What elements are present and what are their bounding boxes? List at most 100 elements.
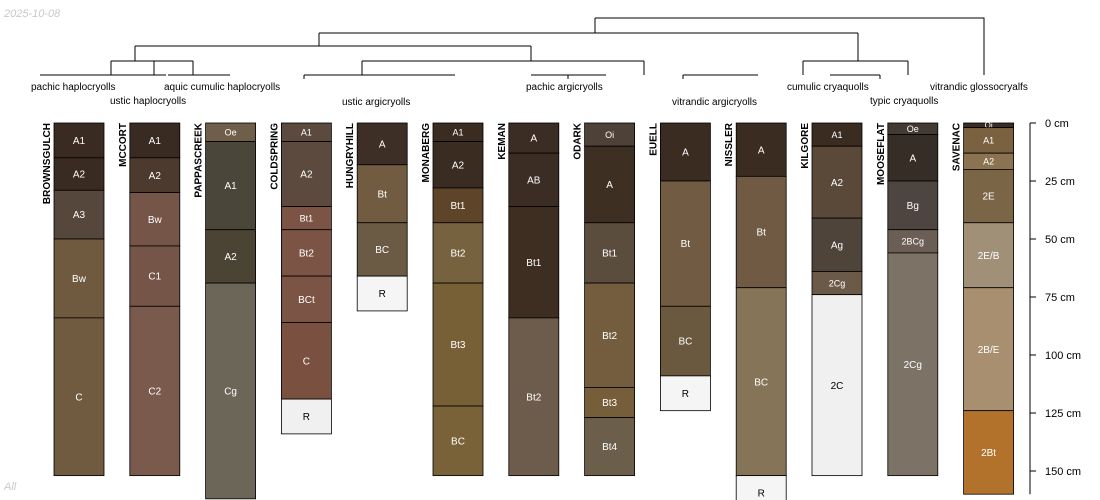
horizon-label: Bt1 (526, 258, 541, 269)
dendro-root (594, 17, 985, 75)
horizon-label: Oi (985, 121, 993, 130)
profile-name: PAPPASCREEK (194, 122, 205, 197)
horizon-a2 (280, 141, 332, 207)
horizon-bt2 (508, 317, 560, 477)
taxon-vitrandic-argicryolls: vitrandic argicryolls (672, 97, 757, 108)
dendro-level-2 (134, 45, 532, 61)
horizon-label: Oe (225, 128, 237, 138)
horizon-bc (356, 222, 408, 277)
horizon-label: Bt2 (299, 249, 314, 260)
horizon-bt1 (508, 206, 560, 319)
horizon-label: Bt1 (300, 213, 314, 223)
horizon-label: BC (678, 337, 692, 348)
horizon-2c (811, 294, 863, 477)
horizon-label: 2Bt (981, 448, 996, 459)
horizon-c (280, 322, 332, 400)
horizon-c2 (129, 305, 181, 477)
profile-kilgore: KILGORE A1 A2 Ag 2Cg 2C (800, 122, 863, 477)
horizon-label: Bt1 (602, 249, 617, 260)
horizon-bct (280, 275, 332, 323)
horizon-label: C (303, 356, 310, 367)
horizon-c (53, 317, 105, 477)
dendro-level-1 (318, 32, 859, 61)
horizon-bc (735, 287, 787, 477)
horizon-2cg (887, 252, 939, 477)
depth-tick-label: 25 cm (1045, 176, 1075, 188)
horizon-label: C2 (148, 387, 161, 398)
horizon-label: A1 (73, 136, 86, 147)
horizon-label: BC (451, 436, 465, 447)
horizon-label: Bt2 (602, 331, 617, 342)
horizon-2b-e (963, 287, 1014, 412)
horizon-label: Bw (148, 215, 163, 226)
dendro-cryaquolls-join (802, 60, 909, 75)
horizon-bc (432, 405, 484, 477)
dendro-argicryolls-join (361, 60, 645, 75)
horizon-label: A1 (983, 136, 994, 146)
horizon-label: A (606, 180, 613, 191)
profile-coldspring: COLDSPRING A1 A2 Bt1 Bt2 BCt C R (269, 122, 332, 435)
horizon-label: A1 (831, 130, 842, 140)
horizon-label: A2 (300, 170, 313, 181)
horizon-a2 (432, 141, 484, 189)
horizon-ag (811, 217, 863, 272)
horizon-label: A2 (149, 171, 162, 182)
horizon-a2 (205, 229, 257, 284)
horizon-label: A2 (452, 160, 465, 171)
dendro-haplocryolls-join (110, 60, 194, 75)
dendro-tier-c (531, 74, 606, 79)
horizon-label: Bt1 (450, 201, 465, 212)
horizon-r (356, 275, 408, 312)
profile-name: ODARK (573, 122, 584, 159)
horizon-label: Oe (907, 124, 919, 134)
horizon-label: A3 (73, 210, 86, 221)
horizon-a2 (53, 157, 105, 191)
horizon-bt3 (584, 387, 635, 419)
profile-name: SAVENAC (952, 123, 963, 171)
date-stamp: 2025-10-08 (4, 8, 61, 20)
horizon-label: A (682, 148, 689, 159)
horizon-label: 2C (831, 381, 844, 392)
horizon-ab (508, 152, 560, 207)
profile-name: NISSLER (724, 122, 735, 166)
dendro-tier-b (303, 74, 455, 79)
horizon-r (280, 398, 332, 435)
horizon-a2 (129, 157, 181, 194)
taxa-labels: pachic haplocryolls ustic haplocryolls a… (31, 82, 1028, 108)
taxon-ustic-haplocryolls: ustic haplocryolls (110, 96, 186, 107)
horizon-label: 2Cg (904, 360, 922, 371)
horizon-bt1 (584, 222, 635, 284)
horizon-bt2 (280, 229, 332, 277)
taxon-ustic-argicryolls: ustic argicryolls (342, 97, 410, 108)
horizon-label: A2 (983, 157, 994, 167)
horizon-bt4 (584, 417, 635, 477)
profile-name: HUNGRYHILL (345, 123, 356, 188)
horizon-label: BCt (298, 295, 315, 306)
profile-odark: ODARK Oi A Bt1 Bt2 Bt3 Bt4 (573, 122, 635, 477)
horizon-a (735, 122, 787, 177)
horizon-label: Bg (907, 201, 919, 212)
horizon-label: A (530, 134, 537, 145)
profile-name: BROWNSGULCH (42, 123, 53, 204)
horizon-label: Bt (756, 228, 766, 239)
taxon-pachic-argicryolls: pachic argicryolls (526, 82, 603, 93)
profile-savenac: SAVENAC Oi A1 A2 2E 2E/B 2B/E 2Bt (952, 121, 1014, 495)
horizon-label: C (75, 392, 82, 403)
profile-pappascreek: PAPPASCREEK Oe A1 A2 Cg (194, 122, 257, 500)
horizon-a (887, 134, 939, 182)
depth-tick-label: 150 cm (1045, 466, 1081, 478)
taxon-aquic-cumulic-haplocryolls: aquic cumulic haplocryolls (164, 82, 280, 93)
horizon-bt (735, 175, 787, 289)
depth-tick-label: 75 cm (1045, 292, 1075, 304)
horizon-r (660, 375, 711, 412)
profile-name: EUELL (648, 123, 659, 156)
horizon-label: R (758, 489, 765, 500)
horizon-2bt (963, 410, 1014, 495)
depth-tick-label: 0 cm (1045, 118, 1069, 130)
horizon-bt (660, 180, 711, 307)
horizon-bt2 (432, 222, 484, 284)
horizon-label: Bt2 (450, 249, 465, 260)
horizon-label: 2Cg (829, 278, 846, 288)
profile-mooseflat: MOOSEFLAT Oe A Bg 2BCg 2Cg (876, 122, 939, 477)
horizon-label: Bt4 (602, 442, 617, 453)
